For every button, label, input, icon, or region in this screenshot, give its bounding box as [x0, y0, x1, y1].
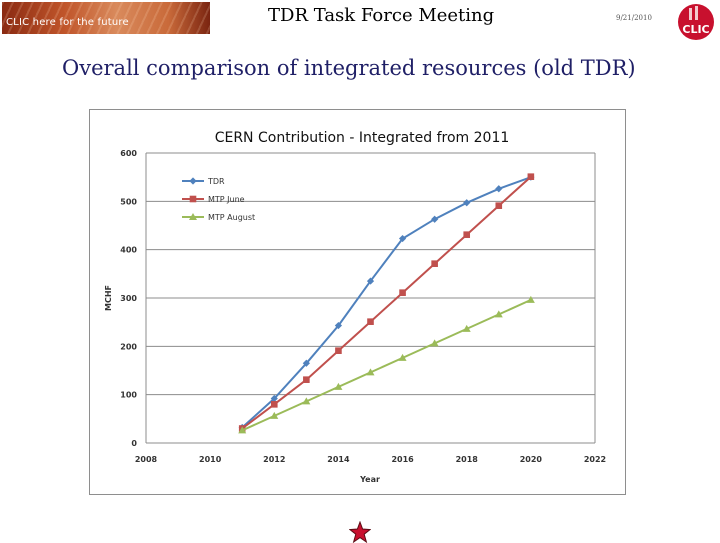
y-tick-label: 300 [120, 294, 137, 303]
data-point [302, 359, 310, 367]
data-point [494, 310, 503, 318]
chart-container: CERN Contribution - Integrated from 2011… [89, 109, 626, 495]
data-point [367, 318, 374, 325]
legend-entry-label: MTP June [208, 195, 245, 204]
header-title: TDR Task Force Meeting [268, 5, 495, 26]
slide-title: Overall comparison of integrated resourc… [62, 56, 636, 80]
data-point [463, 231, 471, 238]
y-tick-label: 400 [120, 246, 137, 255]
data-point [189, 195, 197, 203]
data-point [430, 339, 439, 347]
data-point [335, 347, 342, 354]
gridlines [146, 152, 595, 444]
data-point [462, 324, 471, 332]
header-date: 9/21/2010 [616, 14, 652, 22]
legend-entry-label: TDR [207, 177, 225, 186]
y-axis-label: MCHF [104, 285, 113, 311]
x-tick-label: 2018 [456, 455, 479, 464]
series-line [241, 175, 532, 430]
y-tick-label: 600 [120, 149, 137, 158]
data-point [398, 234, 407, 243]
data-point [526, 295, 535, 303]
legend: TDR MTP June MTP August [182, 177, 255, 222]
y-tick-label: 100 [120, 391, 137, 400]
data-point [527, 173, 535, 180]
data-point [495, 202, 503, 209]
data-point [431, 215, 439, 223]
x-tick-label: 2012 [263, 455, 285, 464]
data-point [270, 401, 278, 408]
data-point [398, 353, 407, 361]
x-tick-label: 2008 [135, 455, 158, 464]
series-line [241, 298, 532, 432]
x-tick-label: 2020 [520, 455, 543, 464]
data-point [189, 213, 197, 220]
data-point [334, 382, 343, 390]
clic-logo-icon: CLIC [678, 4, 714, 40]
x-tick-label: 2010 [199, 455, 222, 464]
data-point [431, 260, 438, 267]
series-line [241, 176, 532, 429]
star-icon [349, 521, 371, 543]
y-tick-label: 200 [120, 342, 137, 351]
data-point [399, 289, 406, 296]
x-axis-label: Year [359, 475, 380, 484]
chart-svg: CERN Contribution - Integrated from 2011… [104, 130, 606, 484]
axes: 0 100 200 300 400 500 600 2008 2010 2012 2014 2016 2… [120, 149, 606, 464]
y-tick-label: 0 [131, 439, 137, 448]
data-point [270, 394, 278, 403]
y-tick-label: 500 [120, 197, 137, 206]
clic-logo-text: CLIC [682, 23, 709, 36]
data-point [238, 426, 247, 434]
legend-entry-label: MTP August [208, 213, 255, 222]
data-point [303, 376, 310, 383]
clic-banner-logo: CLIC here for the future [2, 2, 210, 34]
data-point [463, 199, 471, 207]
x-tick-label: 2022 [584, 455, 606, 464]
x-tick-label: 2016 [391, 455, 414, 464]
series-group [238, 173, 535, 434]
x-tick-label: 2014 [327, 455, 350, 464]
data-point [189, 177, 197, 185]
data-point [366, 368, 375, 376]
banner-logo-text: CLIC here for the future [6, 17, 129, 28]
data-point [270, 411, 279, 419]
chart-title: CERN Contribution - Integrated from 2011 [215, 130, 510, 146]
data-point [302, 397, 311, 405]
data-point [495, 185, 503, 193]
